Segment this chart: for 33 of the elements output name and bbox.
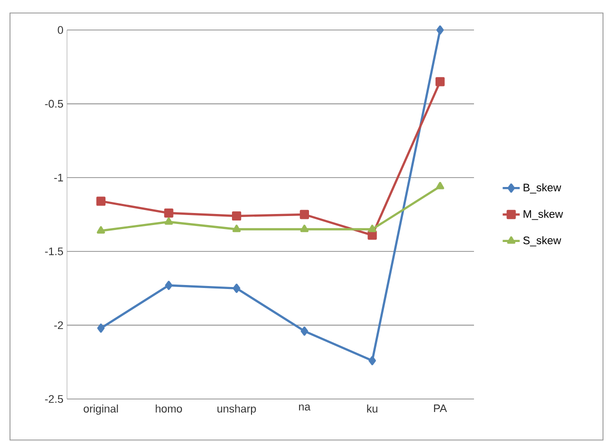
x-tick-label: PA [434, 404, 447, 412]
point [96, 196, 106, 206]
point [368, 356, 376, 366]
point [164, 208, 174, 218]
point [96, 226, 106, 234]
point [165, 280, 172, 290]
y-tick-label: 0 [58, 26, 64, 34]
y-tick-label: -2.5 [45, 395, 64, 403]
y-tick-label: -1 [54, 174, 63, 182]
point [300, 210, 309, 220]
legend-label: S_skew [523, 236, 562, 246]
point [232, 284, 240, 293]
point [436, 77, 445, 86]
x-tick-label: unsharp [218, 404, 256, 415]
point [436, 182, 444, 190]
point [164, 217, 173, 225]
x-tick-label: ku [367, 404, 378, 413]
legend-label: M_skew [524, 210, 564, 220]
point [436, 25, 444, 35]
point [97, 324, 105, 333]
x-tick-label: original [84, 404, 118, 415]
x-tick-label: homo [156, 404, 182, 413]
point [368, 230, 377, 240]
point [368, 224, 376, 232]
y-tick-label: -1.5 [45, 248, 64, 256]
y-tick-label: -0.5 [45, 100, 64, 108]
point [300, 326, 308, 336]
y-tick-label: -2 [54, 321, 63, 330]
point [232, 211, 242, 221]
point [232, 224, 241, 232]
x-tick-label: na [299, 404, 311, 411]
point [300, 224, 309, 232]
legend-label: B_skew [524, 183, 562, 194]
